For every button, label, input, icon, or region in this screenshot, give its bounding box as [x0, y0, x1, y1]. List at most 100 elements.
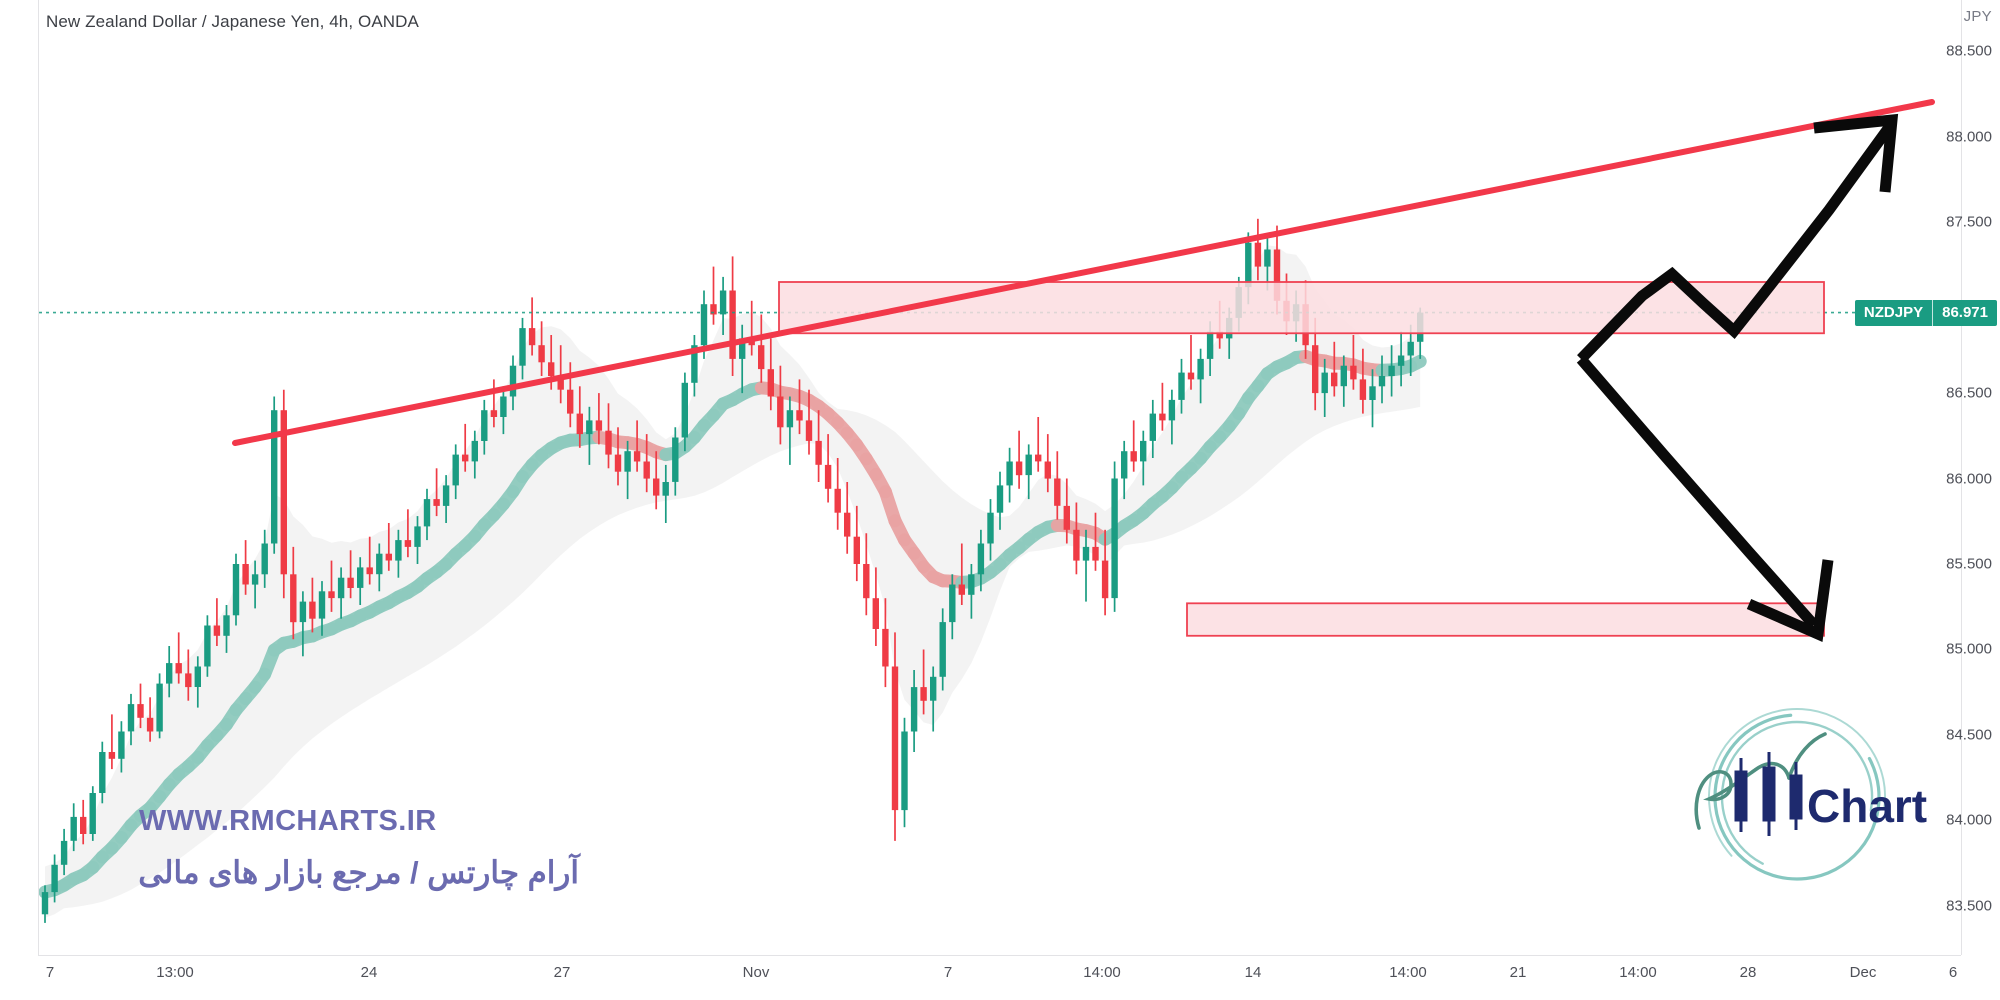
candle-body: [758, 345, 765, 370]
candle-body: [1149, 413, 1156, 441]
candle-body: [137, 704, 144, 718]
logo-r-stroke: [1694, 761, 1791, 830]
price-tick: 85.000: [1946, 640, 1992, 658]
candle-body: [567, 389, 574, 414]
plot-right-border: [1961, 0, 1962, 955]
candle-body: [1359, 379, 1367, 400]
candle-body: [1092, 546, 1099, 561]
candle-body: [901, 731, 908, 811]
candle-body: [968, 574, 975, 595]
candle-body: [509, 365, 517, 397]
candle-body: [1006, 461, 1013, 486]
candle-body: [930, 676, 937, 701]
candle-body: [1216, 331, 1223, 339]
candle-body: [796, 410, 803, 421]
bearish-projection-arrow-head: [1746, 559, 1834, 642]
candle-body: [1369, 386, 1376, 400]
candle-body: [614, 454, 622, 472]
time-tick: 14:00: [1083, 964, 1121, 981]
candle-body: [500, 396, 507, 417]
price-tick: 85.500: [1946, 555, 1992, 573]
logo-wordmark: Charts: [1807, 780, 1929, 832]
candle-body: [51, 864, 58, 893]
price-tick: 86.500: [1946, 384, 1992, 402]
candle-body: [366, 567, 373, 575]
watermark-url: WWW.RMCHARTS.IR: [139, 805, 437, 837]
candle-body: [519, 328, 526, 366]
candle-body: [824, 464, 832, 489]
candle-body: [1340, 365, 1347, 387]
candle-body: [213, 625, 221, 636]
time-tick: Nov: [742, 964, 770, 981]
chart-plot-area[interactable]: WWW.RMCHARTS.IR آرام چارتس / مرجع بازار …: [39, 0, 1961, 955]
price-tick: 87.500: [1946, 213, 1992, 231]
candle-body: [1254, 242, 1262, 267]
plot-left-border: [38, 0, 39, 955]
candle-body: [672, 437, 679, 482]
candle-body: [261, 543, 268, 575]
ma-ribbon: [39, 349, 1427, 899]
candle-body: [337, 577, 345, 599]
candle-body: [1388, 365, 1395, 376]
candle-body: [414, 526, 421, 547]
candle-body: [395, 540, 402, 561]
candle-body: [70, 816, 77, 841]
candle-body: [739, 338, 746, 359]
candle-body: [605, 430, 612, 455]
candle-body: [146, 717, 154, 732]
candle-body: [662, 482, 669, 496]
candle-body: [1035, 454, 1042, 462]
candle-body: [987, 512, 994, 544]
candle-body: [834, 488, 841, 513]
price-badge-separator: [1932, 299, 1934, 326]
candle-body: [404, 540, 412, 547]
candle-body: [719, 290, 727, 315]
candle-body: [1321, 372, 1328, 394]
rmcharts-logo: Charts: [1679, 700, 1929, 895]
candle-body: [681, 382, 688, 438]
candle-body: [357, 567, 364, 588]
candle-body: [1159, 413, 1166, 421]
candle-body: [1111, 478, 1118, 599]
candle-body: [99, 752, 106, 793]
time-axis[interactable]: 7 13:00 24 27 Nov 7 14:00 14 14:00 21 14:00 28 Dec 6: [38, 956, 1961, 1000]
candle-body: [118, 731, 125, 759]
time-tick: Dec: [1849, 964, 1877, 981]
candle-body: [891, 666, 899, 811]
candle-body: [1044, 461, 1051, 479]
price-tick: 88.500: [1946, 42, 1992, 60]
price-badge-symbol: NZDJPY: [1863, 304, 1924, 322]
candle-body: [1378, 376, 1386, 387]
candle-body: [471, 440, 478, 462]
price-badge-value: 86.971: [1942, 304, 1988, 322]
candle-body: [777, 396, 784, 428]
time-tick: 28: [1739, 964, 1757, 981]
candle-body: [1407, 341, 1414, 356]
candle-body: [194, 666, 201, 687]
time-tick: 14:00: [1619, 964, 1657, 981]
current-price-badge[interactable]: NZDJPY 86.971: [1854, 299, 1997, 326]
candle-body: [1063, 505, 1070, 530]
price-tick: 83.500: [1946, 897, 1992, 915]
candle-body: [882, 628, 889, 667]
bullish-projection-arrow-shaft: [1577, 122, 1895, 363]
time-tick: 13:00: [156, 964, 194, 981]
time-tick: 14: [1244, 964, 1262, 981]
candle-body: [863, 564, 870, 599]
candle-body: [949, 584, 956, 623]
candle-body: [223, 615, 230, 636]
candle-body: [920, 687, 927, 701]
time-tick: 7: [45, 964, 55, 981]
time-tick: 27: [553, 964, 571, 981]
candle-body: [1130, 451, 1137, 462]
logo-m-stroke: [1787, 732, 1827, 780]
price-axis[interactable]: JPY 88.50088.00087.50087.00086.50086.000…: [1854, 0, 2000, 955]
candle-body: [80, 816, 87, 834]
candle-body: [127, 704, 135, 732]
candle-body: [1073, 529, 1080, 561]
plot-bottom-border: [38, 955, 1961, 956]
candle-body: [815, 440, 822, 465]
support-zone: [1186, 602, 1825, 637]
candle-body: [977, 543, 985, 575]
candle-body: [1054, 478, 1061, 506]
